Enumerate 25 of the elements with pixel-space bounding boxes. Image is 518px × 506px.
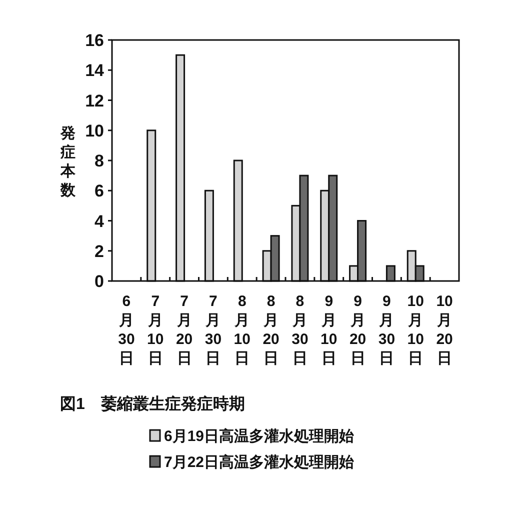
legend-label: 6月19日高温多灌水処理開始 (164, 427, 356, 445)
x-tick-label: 9月10日 (320, 293, 338, 367)
x-tick-label: 7月30日 (204, 293, 222, 367)
y-tick-label: 12 (85, 91, 104, 110)
x-tick-label: 8月10日 (234, 293, 250, 367)
legend-label: 7月22日高温多灌水処理開始 (164, 453, 356, 471)
x-tick-label: 6月30日 (118, 293, 135, 367)
x-tick-label: 9月20日 (349, 293, 366, 367)
x-tick-label: 9月30日 (378, 293, 396, 367)
x-tick-label: 8月20日 (262, 293, 280, 367)
y-tick-label: 8 (94, 152, 104, 170)
y-tick-label: 10 (85, 121, 104, 140)
y-axis-title: 発症本数 (60, 125, 76, 199)
x-tick-label: 10月20日 (436, 293, 453, 367)
y-tick-label: 2 (94, 242, 104, 261)
y-tick-label: 14 (85, 61, 105, 80)
text: 図1 萎縮叢生症発症時期 (60, 395, 245, 413)
x-tick-label: 10月10日 (407, 293, 424, 367)
x-tick-label: 7月10日 (146, 293, 164, 367)
x-tick-label: 7月20日 (176, 293, 193, 367)
y-tick-label: 16 (85, 31, 104, 50)
y-tick-label: 0 (94, 272, 104, 291)
y-tick-label: 4 (94, 212, 105, 231)
y-tick-label: 6 (94, 182, 104, 201)
x-tick-label: 8月30日 (291, 293, 308, 367)
